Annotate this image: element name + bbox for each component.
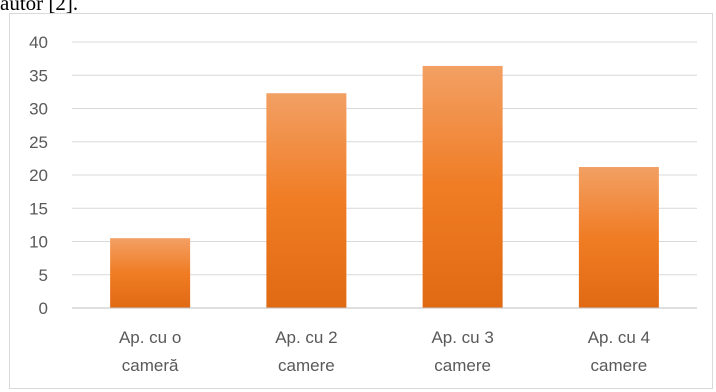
x-category-label: Ap. cu o xyxy=(119,328,181,347)
x-category-label: Ap. cu 2 xyxy=(275,328,337,347)
y-tick-label: 30 xyxy=(29,100,48,119)
x-axis-category-labels: Ap. cu o cameră Ap. cu 2 camere Ap. cu 3 came… xyxy=(119,328,650,375)
x-category-label: camere xyxy=(278,356,335,375)
y-tick-label: 20 xyxy=(29,166,48,185)
x-category-label: Ap. cu 4 xyxy=(588,328,650,347)
bar xyxy=(110,238,191,308)
y-tick-label: 40 xyxy=(29,33,48,52)
y-axis-tick-labels: 0 5 10 15 20 25 30 35 40 xyxy=(29,33,48,318)
bar xyxy=(422,65,503,308)
bar xyxy=(266,93,347,308)
y-tick-label: 15 xyxy=(29,199,48,218)
document-text-fragment: autor [2]. xyxy=(0,0,79,15)
y-tick-label: 35 xyxy=(29,66,48,85)
x-category-label: cameră xyxy=(122,356,179,375)
y-tick-label: 10 xyxy=(29,233,48,252)
bars xyxy=(110,65,659,308)
x-category-label: camere xyxy=(434,356,491,375)
y-tick-label: 5 xyxy=(39,266,48,285)
x-category-label: Ap. cu 3 xyxy=(431,328,493,347)
bar xyxy=(578,167,659,308)
y-tick-label: 25 xyxy=(29,133,48,152)
x-category-label: camere xyxy=(591,356,648,375)
y-tick-label: 0 xyxy=(39,299,48,318)
